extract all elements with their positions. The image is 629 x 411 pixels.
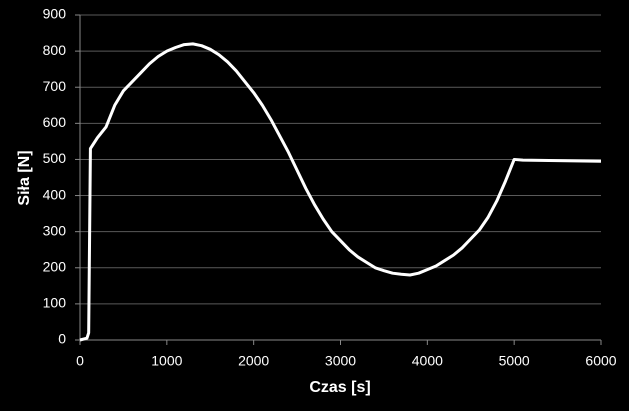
x-axis-title: Czas [s] bbox=[309, 379, 370, 396]
data-line bbox=[79, 42, 602, 342]
y-axis-title: Siła [N] bbox=[16, 150, 33, 205]
x-tick-label: 1000 bbox=[151, 353, 182, 369]
x-tick-label: 0 bbox=[76, 353, 84, 369]
y-tick-label: 200 bbox=[43, 258, 67, 274]
y-tick-label: 800 bbox=[43, 42, 67, 58]
y-tick-label: 500 bbox=[43, 150, 67, 166]
x-tick-label: 2000 bbox=[238, 353, 269, 369]
x-tick-label: 6000 bbox=[585, 353, 616, 369]
y-tick-label: 400 bbox=[43, 186, 67, 202]
x-tick-label: 5000 bbox=[499, 353, 530, 369]
y-tick-label: 300 bbox=[43, 222, 67, 238]
x-tick-label: 3000 bbox=[325, 353, 356, 369]
y-tick-label: 700 bbox=[43, 78, 67, 94]
y-tick-label: 600 bbox=[43, 114, 67, 130]
y-tick-label: 100 bbox=[43, 295, 67, 311]
y-tick-label: 0 bbox=[58, 331, 66, 347]
x-tick-label: 4000 bbox=[412, 353, 443, 369]
y-tick-label: 900 bbox=[43, 6, 67, 22]
